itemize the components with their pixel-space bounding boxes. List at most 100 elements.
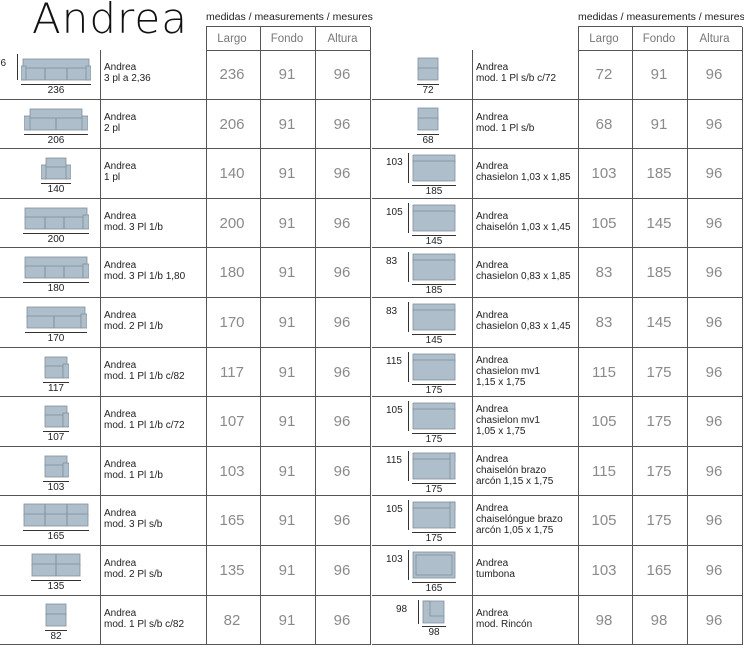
value-altura: 96 — [333, 66, 351, 83]
grid-hline — [578, 197, 742, 199]
chaise-longue-icon — [412, 203, 456, 238]
grid-hline — [372, 644, 472, 646]
width-label: 107 — [47, 432, 65, 444]
width-label: 236 — [47, 85, 65, 96]
value-altura: 96 — [333, 214, 351, 232]
width-label: 185 — [425, 186, 443, 198]
grid-hline — [100, 296, 206, 298]
grid-hline — [372, 296, 472, 298]
width-label: 206 — [47, 134, 65, 146]
grid-hline — [100, 495, 206, 497]
width-label: 72 — [422, 85, 434, 96]
depth-dimension-line — [408, 351, 409, 382]
grid-hline — [0, 296, 100, 298]
grid-hline — [206, 495, 370, 497]
value-altura: 96 — [705, 462, 723, 480]
depth-label: 115 — [386, 355, 402, 367]
value-altura: 96 — [333, 363, 351, 381]
width-dimension-line — [412, 482, 456, 484]
grid-hline — [472, 495, 578, 497]
chaise-longue-arm-icon — [412, 451, 456, 486]
module-1-seat-one-arm-icon — [43, 453, 70, 484]
value-altura: 96 — [333, 611, 351, 629]
value-fondo: 91 — [278, 413, 296, 431]
grid-vline — [206, 27, 207, 646]
value-largo: 170 — [219, 314, 245, 331]
module-3-seat-one-arm-icon — [23, 205, 90, 236]
table-row: 175 115 Andrea chasielon mv1 1,15 x 1,75 115 1… — [372, 348, 742, 398]
value-altura: 96 — [705, 363, 723, 381]
value-fondo: 91 — [278, 66, 296, 83]
grid-hline — [206, 396, 370, 398]
width-label: 175 — [425, 483, 443, 495]
value-largo: 236 — [219, 66, 245, 83]
product-name: Andrea chaiselón brazo arcón 1,15 x 1,75 — [476, 453, 554, 487]
table-row: 135 Andrea mod. 2 Pl s/b 135 91 96 — [0, 546, 370, 596]
depth-dimension-line — [408, 401, 409, 432]
page-title: Andrea — [32, 0, 188, 43]
width-dimension-line — [412, 582, 456, 583]
grid-hline — [472, 247, 578, 249]
width-dimension-line — [417, 133, 439, 135]
value-largo: 103 — [591, 562, 617, 579]
depth-label: 105 — [386, 504, 403, 516]
width-label: 117 — [48, 382, 64, 394]
width-dimension-line — [21, 84, 91, 85]
grid-hline — [206, 346, 370, 348]
product-name: Andrea mod. 1 Pl 1/b c/82 — [104, 359, 185, 382]
table-row: 107 Andrea mod. 1 Pl 1/b c/72 107 91 96 — [0, 397, 370, 447]
table-row: 72 Andrea mod. 1 Pl s/b c/72 72 91 96 — [372, 50, 742, 100]
value-fondo: 145 — [646, 214, 672, 232]
grid-hline — [206, 544, 370, 546]
right-measurements-table: medidas / measurements / mesures Largo F… — [372, 8, 744, 648]
grid-hline — [0, 247, 100, 249]
value-largo: 98 — [595, 611, 613, 629]
grid-hline — [578, 594, 742, 596]
table-row: 200 Andrea mod. 3 Pl 1/b 200 91 96 — [0, 199, 370, 249]
value-fondo: 91 — [278, 264, 296, 282]
depth-dimension-line — [408, 550, 409, 580]
width-dimension-line — [23, 232, 89, 234]
width-label: 170 — [47, 333, 65, 344]
depth-label: 98 — [396, 603, 408, 615]
value-fondo: 165 — [646, 562, 672, 579]
grid-vline — [260, 27, 261, 646]
grid-hline — [372, 396, 472, 398]
width-label: 200 — [47, 233, 65, 245]
product-name: Andrea mod. 3 Pl 1/b 1,80 — [104, 260, 186, 283]
table-row: 145 83 Andrea chasielon 0,83 x 1,45 83 145 96 — [372, 298, 742, 348]
value-largo: 72 — [595, 66, 613, 83]
table-row: 206 Andrea 2 pl 206 91 96 — [0, 100, 370, 150]
product-name: Andrea chaiselóngue brazo arcón 1,05 x 1,7… — [476, 503, 563, 537]
grid-hline — [100, 346, 206, 348]
value-fondo: 91 — [278, 363, 296, 381]
grid-hline — [0, 445, 100, 447]
grid-hline — [372, 445, 472, 447]
width-label: 180 — [47, 283, 65, 295]
col-altura-header: Altura — [699, 33, 730, 45]
left-measurements-table: medidas / measurements / mesures Largo F… — [0, 8, 373, 648]
grid-vline — [315, 27, 316, 646]
grid-vline — [100, 50, 101, 646]
value-altura: 96 — [333, 512, 351, 530]
width-label: 185 — [425, 285, 443, 297]
grid-hline — [0, 396, 100, 398]
grid-hline — [0, 148, 100, 150]
grid-hline — [372, 594, 472, 596]
table-row: 145 105 Andrea chaiselón 1,03 x 1,45 105 145 9… — [372, 199, 742, 249]
value-largo: 115 — [592, 462, 616, 480]
value-fondo: 91 — [278, 115, 296, 133]
value-altura: 96 — [333, 314, 351, 331]
value-largo: 105 — [591, 512, 617, 530]
width-dimension-line — [412, 284, 456, 286]
value-fondo: 175 — [646, 413, 672, 431]
value-altura: 96 — [705, 512, 723, 530]
grid-hline — [372, 495, 472, 497]
width-label: 135 — [47, 581, 65, 592]
width-label: 175 — [425, 434, 443, 446]
grid-hline — [100, 197, 206, 199]
width-dimension-line — [412, 532, 456, 534]
value-altura: 96 — [705, 115, 723, 133]
value-fondo: 91 — [650, 115, 668, 133]
daybed-icon — [412, 550, 456, 585]
